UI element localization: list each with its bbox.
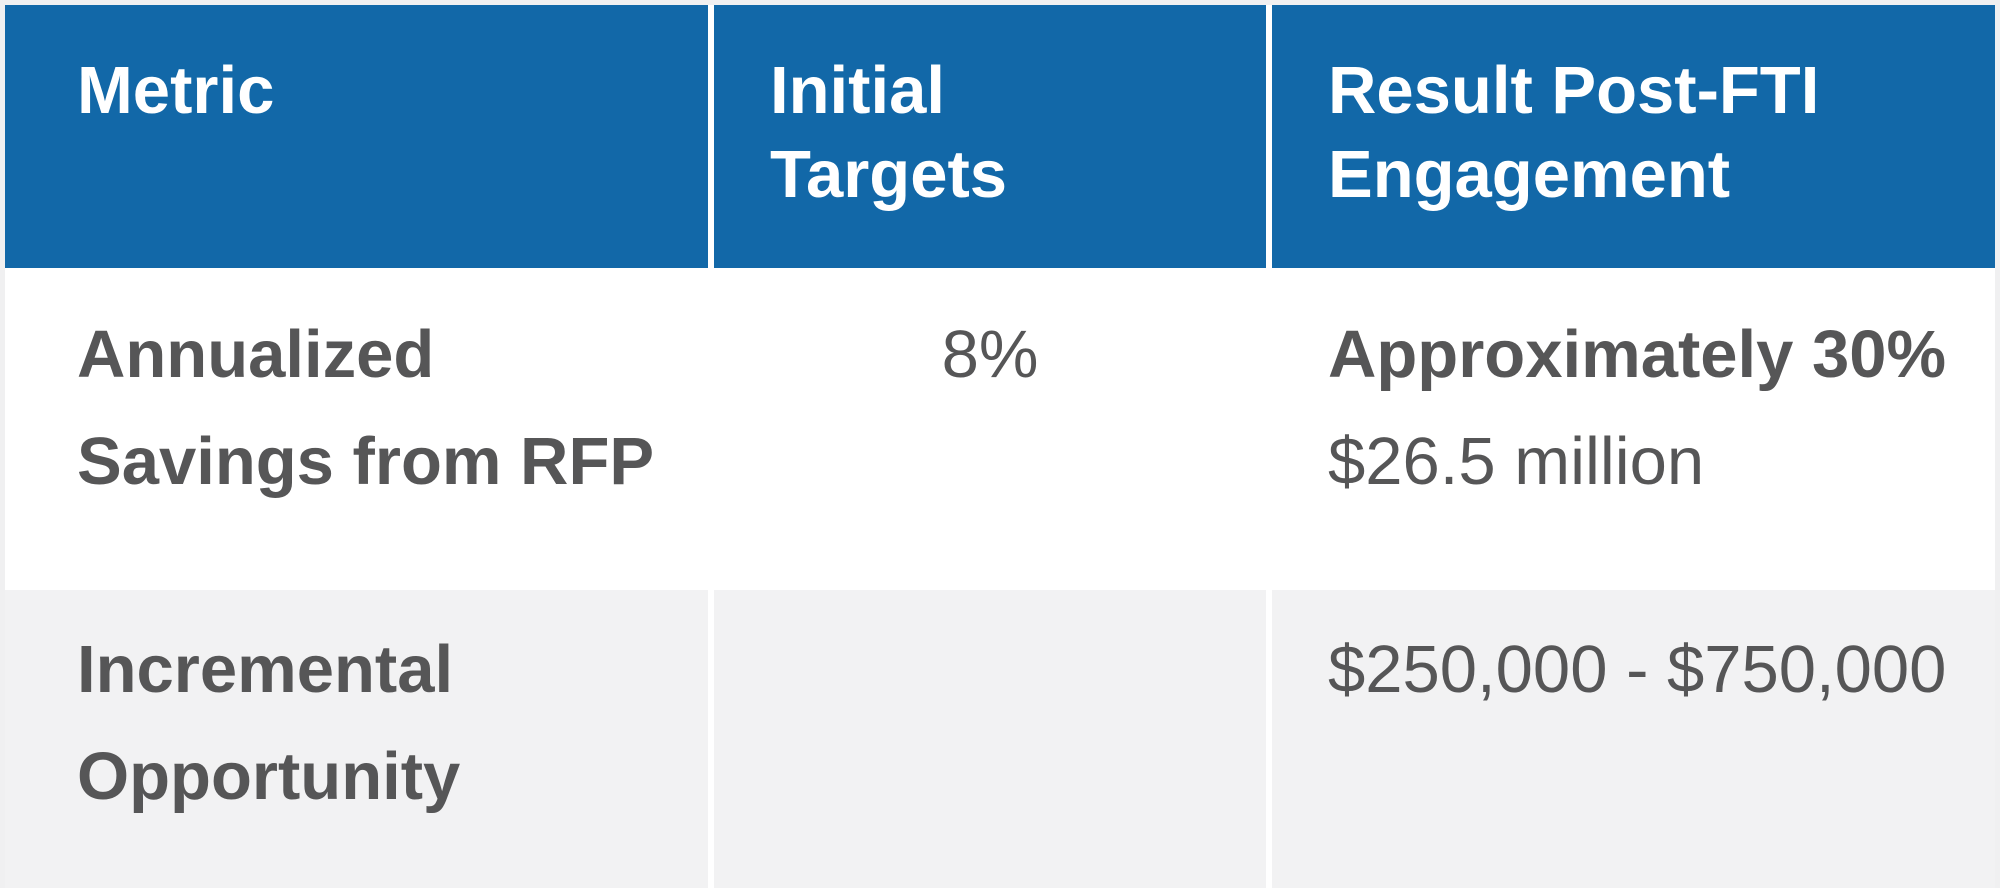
header-cell-initial-targets: Initial Targets	[714, 5, 1266, 268]
row-incremental-initial-target-cell	[714, 590, 1266, 888]
row-incremental-metric-cell: Incremental Opportunity	[5, 590, 708, 888]
row-annualized-initial-target-value: 8%	[941, 317, 1039, 392]
header-cell-metric: Metric	[5, 5, 708, 268]
header-result-post-fti-label: Result Post-FTI Engagement	[1328, 53, 1820, 213]
row-annualized-result-cell: Approximately 30% $26.5 million	[1272, 275, 1995, 583]
row-annualized-metric-label: Annualized Savings from RFP	[77, 317, 655, 500]
row-annualized-result-secondary: $26.5 million	[1328, 424, 1705, 500]
header-initial-targets-label: Initial Targets	[770, 53, 1008, 213]
metrics-table: Metric Initial Targets Result Post-FTI E…	[5, 5, 1995, 888]
row-incremental-result-value: $250,000 - $750,000	[1328, 632, 1947, 707]
row-annualized-metric-cell: Annualized Savings from RFP	[5, 275, 708, 583]
row-incremental-metric-label: Incremental Opportunity	[77, 632, 461, 815]
row-incremental-result-cell: $250,000 - $750,000	[1272, 590, 1995, 888]
header-metric-label: Metric	[77, 53, 275, 128]
header-cell-result-post-fti: Result Post-FTI Engagement	[1272, 5, 1995, 268]
row-annualized-initial-target-cell: 8%	[714, 275, 1266, 583]
row-annualized-result-primary: Approximately 30%	[1328, 317, 1947, 392]
